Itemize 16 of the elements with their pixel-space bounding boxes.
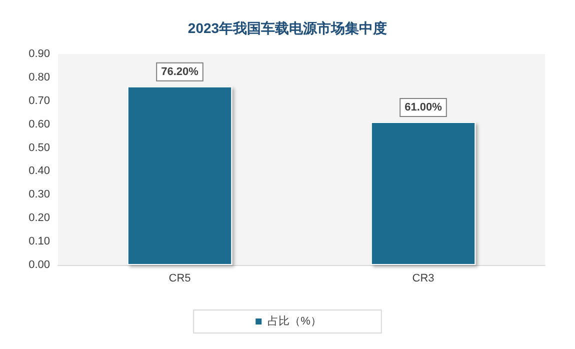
x-tick-label: CR5 (168, 272, 191, 284)
y-tick-label: 0.20 (28, 212, 50, 224)
y-tick-label: 0.00 (28, 259, 50, 271)
data-label: 61.00% (404, 101, 442, 114)
y-tick-label: 0.70 (28, 94, 50, 107)
y-tick-label: 0.90 (28, 48, 50, 60)
data-label: 76.20% (161, 66, 199, 78)
y-tick-label: 0.40 (28, 165, 50, 178)
y-tick-label: 0.50 (28, 142, 50, 154)
y-tick-label: 0.30 (28, 188, 50, 201)
x-tick-label: CR3 (412, 272, 434, 284)
legend-label: 占比（%） (268, 314, 322, 328)
chart-title: 2023年我国车载电源市场集中度 (188, 20, 388, 36)
y-tick-label: 0.10 (28, 236, 50, 248)
y-tick-label: 0.60 (28, 118, 50, 130)
y-tick-label: 0.80 (28, 71, 50, 84)
